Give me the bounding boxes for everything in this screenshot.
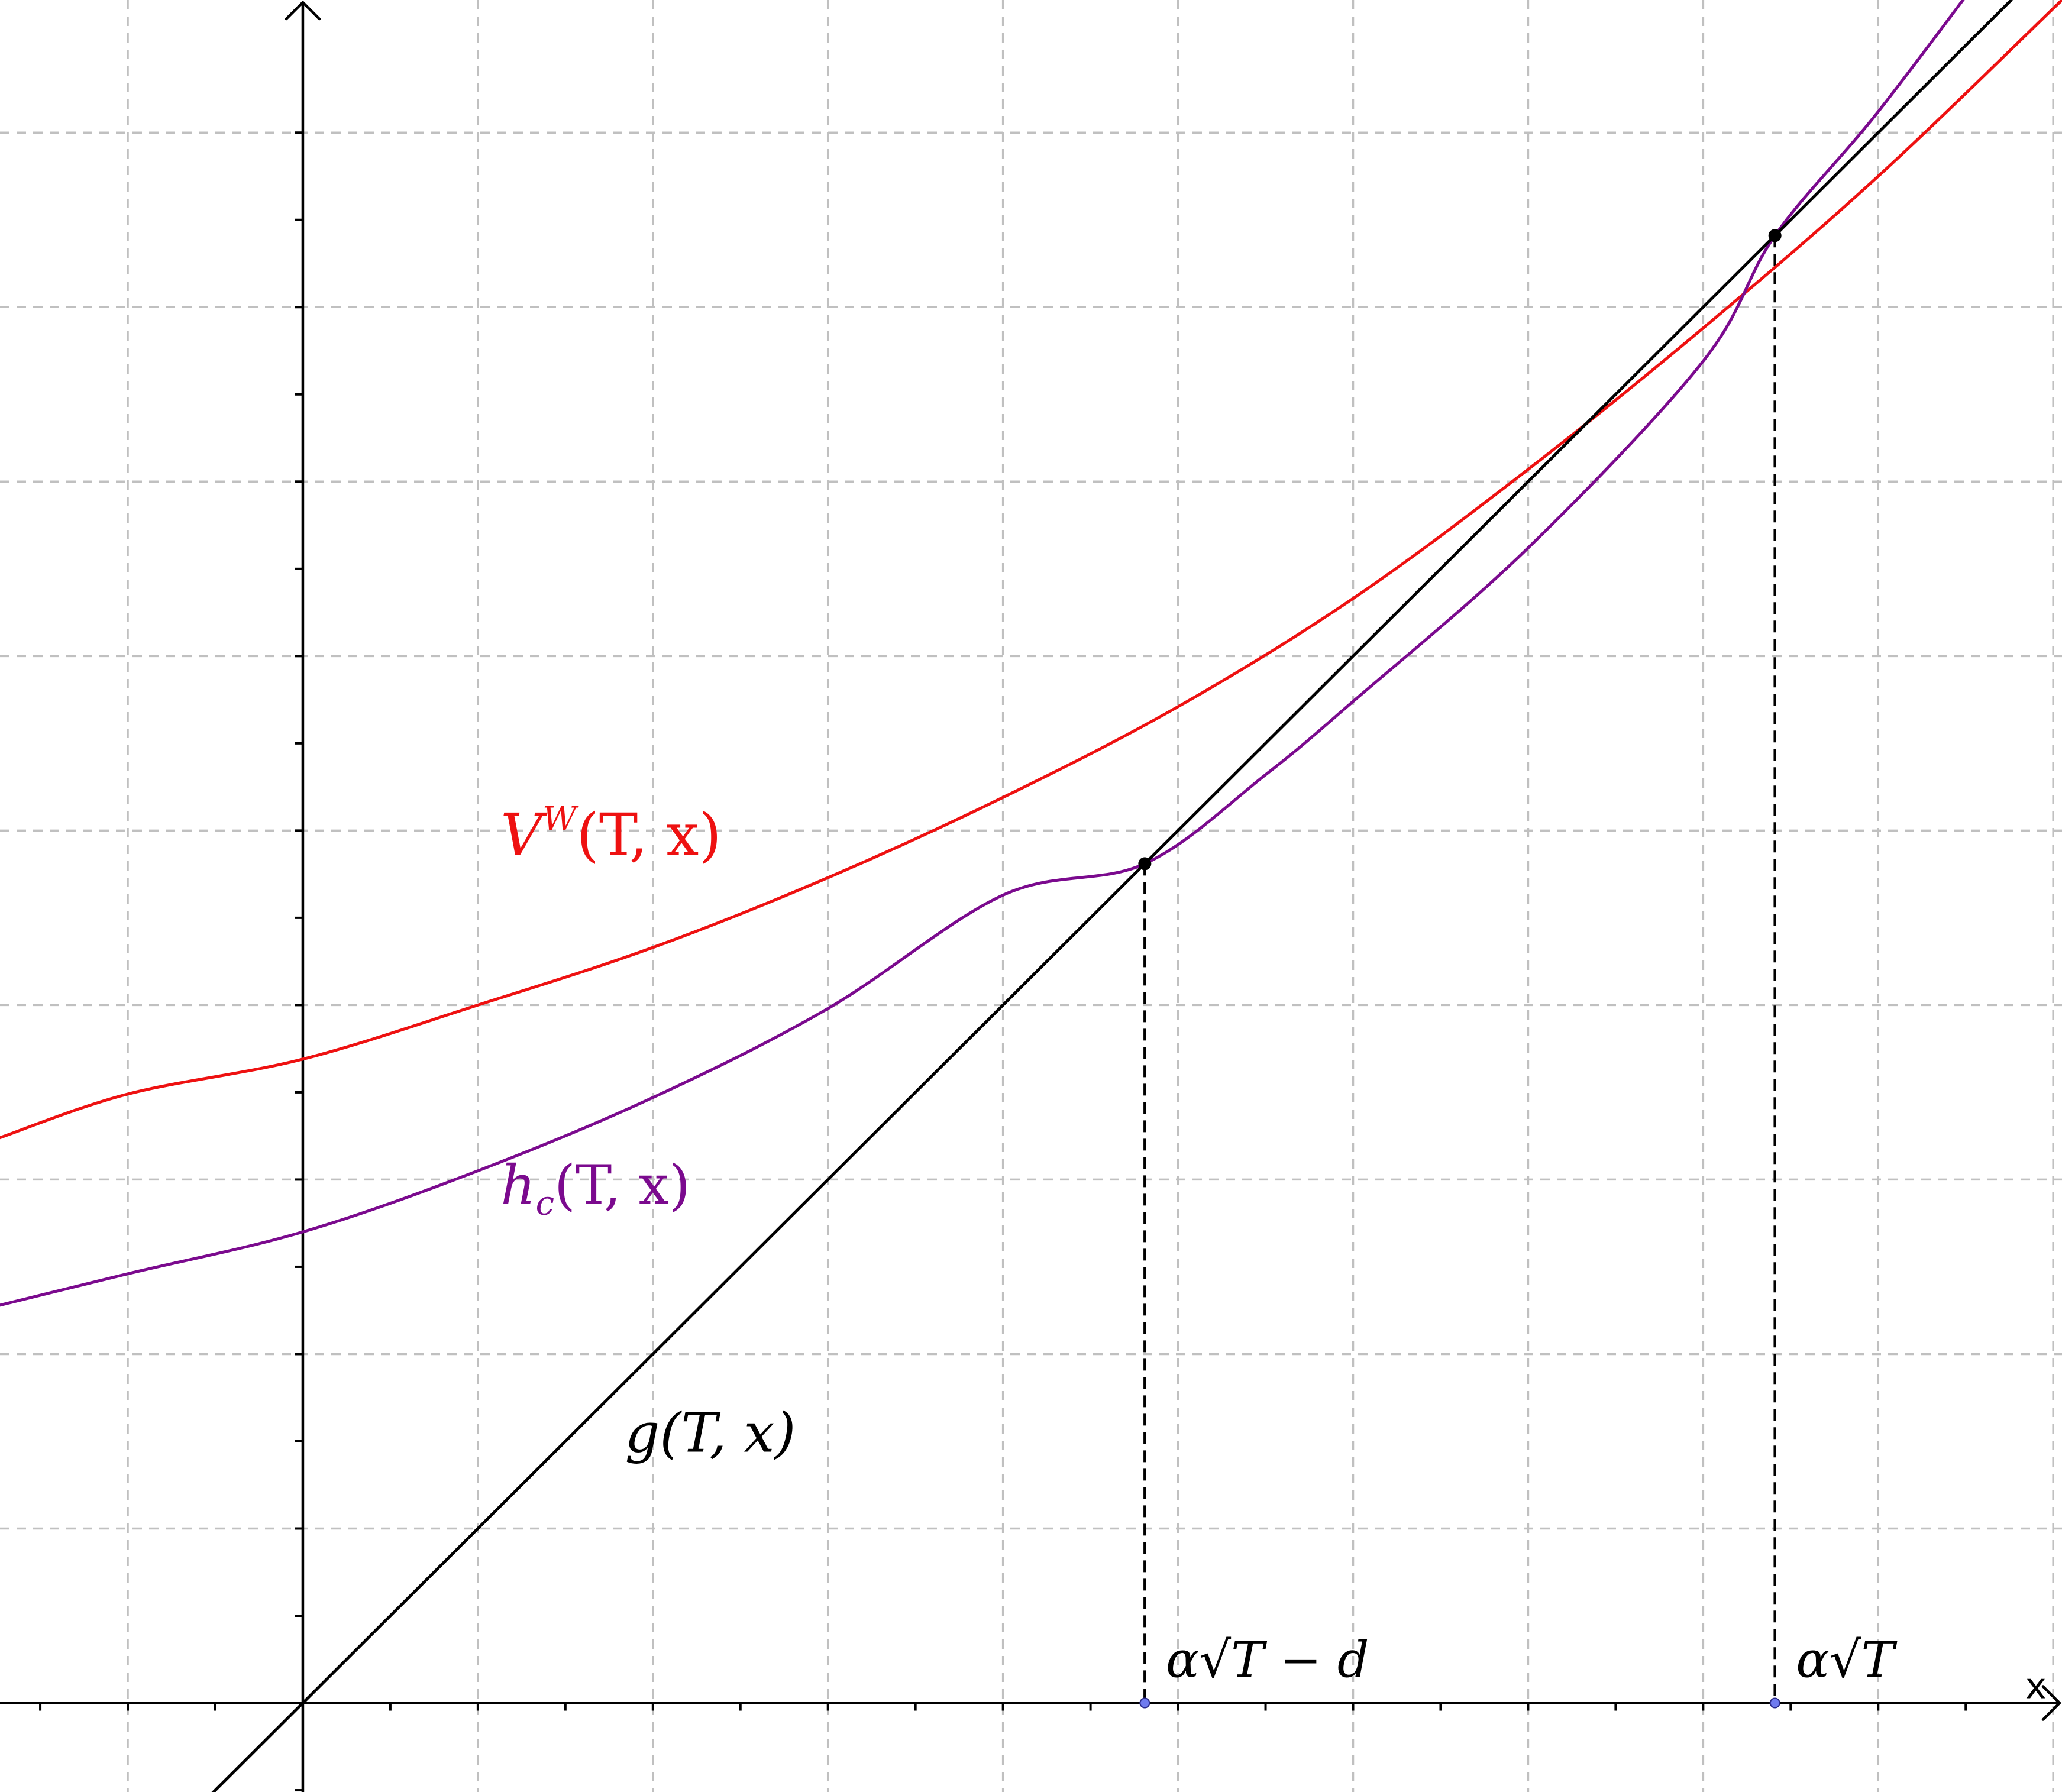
x-axis-point-1 (1139, 1697, 1150, 1709)
g-line (211, 0, 2013, 1792)
hc-curve-label: hc(T, x) (500, 1154, 690, 1223)
hc-label-subscript: c (536, 1185, 554, 1223)
tick-label-alpha-sqrt-t: α√T (1796, 1631, 1898, 1689)
hc-label-args: (T, x) (554, 1154, 690, 1217)
intersection-point-1 (1138, 857, 1152, 871)
y-axis-arrowhead (285, 1, 321, 21)
intersection-point-2 (1768, 229, 1782, 242)
hc-label-base: h (500, 1154, 535, 1217)
tick-label-alpha-sqrt-t-minus-d: α√T − d (1166, 1631, 1369, 1689)
x-axis-name: x (2025, 1666, 2047, 1707)
hc-curve (0, 0, 1965, 1307)
points (1138, 229, 1782, 1709)
g-line-label: g(T, x) (625, 1402, 796, 1465)
x-axis-point-2 (1769, 1697, 1780, 1709)
x-axis-arrowhead (2041, 1685, 2061, 1721)
vw-label-base: V (500, 802, 548, 869)
vw-label-args: (T, x) (577, 802, 722, 869)
vw-curve-label: VW(T, x) (500, 800, 721, 869)
drop-lines (1143, 235, 1776, 1703)
vw-curve (0, 0, 2062, 1140)
vw-label-superscript: W (542, 800, 579, 839)
